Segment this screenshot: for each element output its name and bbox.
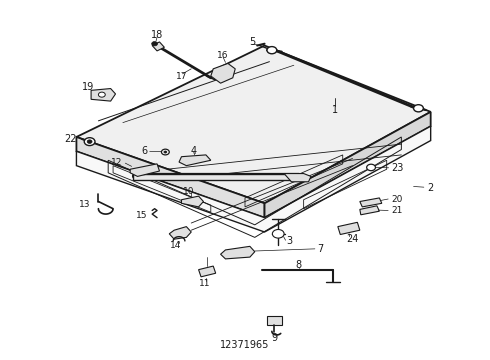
Text: 8: 8 <box>295 260 302 270</box>
Circle shape <box>272 229 284 238</box>
Circle shape <box>164 151 167 153</box>
Text: 17: 17 <box>176 72 187 81</box>
Text: 18: 18 <box>151 31 163 40</box>
Text: 20: 20 <box>392 194 403 203</box>
Text: 19: 19 <box>81 82 94 93</box>
Text: 16: 16 <box>217 51 229 60</box>
Text: 6: 6 <box>141 146 147 156</box>
Text: 11: 11 <box>199 279 211 288</box>
Text: 4: 4 <box>191 145 197 156</box>
Text: 12: 12 <box>110 158 122 167</box>
Text: 21: 21 <box>392 206 403 215</box>
Circle shape <box>161 149 169 155</box>
Circle shape <box>414 105 423 112</box>
Text: 22: 22 <box>64 134 76 144</box>
Polygon shape <box>211 63 235 83</box>
Polygon shape <box>284 174 311 182</box>
Polygon shape <box>198 266 216 277</box>
Polygon shape <box>179 155 211 166</box>
Circle shape <box>98 92 105 97</box>
Text: 7: 7 <box>318 244 323 254</box>
Text: 3: 3 <box>287 236 293 246</box>
Circle shape <box>87 140 92 143</box>
Polygon shape <box>181 196 203 207</box>
Polygon shape <box>76 126 431 232</box>
Polygon shape <box>130 164 159 176</box>
Text: 10: 10 <box>183 187 195 196</box>
Polygon shape <box>76 137 265 218</box>
Text: 13: 13 <box>78 200 90 209</box>
Text: 12371965: 12371965 <box>220 340 270 350</box>
Text: 24: 24 <box>346 234 359 244</box>
Text: 2: 2 <box>427 183 433 193</box>
Polygon shape <box>360 198 382 207</box>
Polygon shape <box>76 45 431 203</box>
Text: 1: 1 <box>332 105 339 115</box>
Text: 15: 15 <box>136 211 147 220</box>
Polygon shape <box>360 206 379 215</box>
Polygon shape <box>265 112 431 218</box>
Circle shape <box>84 138 95 145</box>
Polygon shape <box>220 246 255 259</box>
Polygon shape <box>91 89 116 101</box>
Polygon shape <box>152 42 164 51</box>
Polygon shape <box>267 316 282 325</box>
Text: 9: 9 <box>271 333 277 343</box>
Text: 14: 14 <box>170 241 181 250</box>
Circle shape <box>152 41 158 46</box>
Polygon shape <box>133 174 301 180</box>
Polygon shape <box>169 226 191 239</box>
Circle shape <box>367 164 375 171</box>
Circle shape <box>267 46 277 54</box>
Text: 23: 23 <box>392 163 404 173</box>
Text: 5: 5 <box>249 37 255 47</box>
Polygon shape <box>338 222 360 234</box>
